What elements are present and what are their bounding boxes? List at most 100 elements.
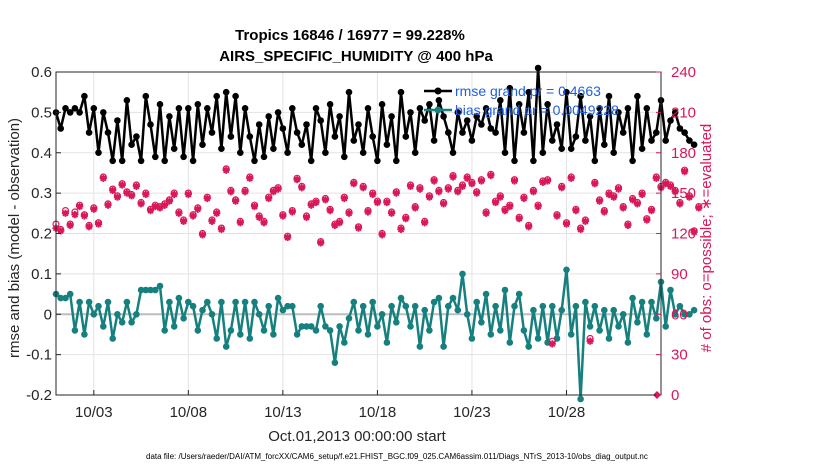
point-obs-evaluated-95 bbox=[501, 207, 509, 215]
point-bias-30 bbox=[194, 327, 202, 334]
point-rmse-68 bbox=[374, 157, 381, 165]
point-obs-evaluated-27 bbox=[180, 217, 188, 225]
point-rmse-61 bbox=[341, 153, 348, 161]
point-bias-27 bbox=[180, 315, 187, 322]
point-obs-evaluated-8 bbox=[90, 205, 98, 213]
point-bias-63 bbox=[350, 298, 358, 306]
point-obs-evaluated-5 bbox=[76, 202, 84, 211]
point-obs-evaluated-20 bbox=[146, 207, 155, 215]
y-tick-label-right-8: 240 bbox=[671, 64, 696, 81]
chart-title: Tropics 16846 / 16977 = 99.228% bbox=[235, 27, 465, 44]
point-bias-118 bbox=[610, 306, 617, 314]
point-rmse-80 bbox=[430, 137, 438, 144]
point-rmse-55 bbox=[312, 105, 320, 112]
point-rmse-17 bbox=[133, 133, 140, 140]
y-tick-label-left-7: 0.5 bbox=[31, 104, 52, 121]
point-bias-8 bbox=[90, 311, 98, 318]
point-obs-evaluated-68 bbox=[373, 198, 382, 207]
point-obs-evaluated-39 bbox=[236, 219, 244, 227]
point-rmse-33 bbox=[208, 129, 216, 136]
point-rmse-82 bbox=[440, 113, 447, 120]
point-rmse-108 bbox=[563, 88, 570, 96]
point-obs-evaluated-31 bbox=[198, 231, 207, 239]
point-bias-12 bbox=[109, 335, 116, 342]
point-obs-evaluated-93 bbox=[491, 198, 500, 207]
point-rmse-76 bbox=[411, 149, 419, 156]
point-bias-11 bbox=[104, 298, 112, 306]
point-bias-43 bbox=[255, 311, 263, 318]
point-bias-74 bbox=[402, 302, 410, 310]
point-rmse-15 bbox=[123, 97, 131, 104]
point-obs-evaluated-123 bbox=[633, 200, 641, 208]
point-bias-81 bbox=[435, 294, 443, 302]
y-tick-label-right-1: 30 bbox=[671, 347, 688, 364]
point-rmse-47 bbox=[274, 109, 282, 116]
point-bias-41 bbox=[246, 335, 254, 342]
point-rmse-134 bbox=[686, 137, 693, 144]
point-rmse-25 bbox=[170, 145, 178, 152]
point-obs-evaluated-1 bbox=[57, 227, 65, 235]
point-bias-122 bbox=[629, 294, 636, 302]
point-obs-evaluated-26 bbox=[175, 209, 183, 217]
point-bias-47 bbox=[274, 294, 282, 302]
point-obs-evaluated-23 bbox=[161, 201, 169, 209]
point-rmse-32 bbox=[204, 105, 211, 112]
point-bias-131 bbox=[671, 311, 679, 318]
point-rmse-57 bbox=[322, 149, 329, 156]
point-obs-evaluated-65 bbox=[359, 184, 367, 192]
point-bias-25 bbox=[170, 323, 178, 330]
point-obs-evaluated-119 bbox=[614, 185, 623, 193]
point-obs-evaluated-72 bbox=[392, 189, 400, 197]
point-obs-evaluated-118 bbox=[610, 193, 618, 201]
point-bias-48 bbox=[279, 306, 287, 314]
point-bias-112 bbox=[582, 298, 589, 306]
point-bias-111 bbox=[577, 395, 584, 403]
point-obs-evaluated-33 bbox=[208, 217, 216, 225]
legend-bias-marker bbox=[434, 106, 442, 114]
point-rmse-13 bbox=[114, 117, 121, 124]
point-bias-49 bbox=[284, 302, 291, 310]
point-bias-102 bbox=[534, 335, 542, 342]
point-rmse-88 bbox=[468, 137, 476, 144]
point-bias-93 bbox=[492, 302, 499, 310]
point-bias-59 bbox=[331, 359, 339, 367]
legend-rmse-marker bbox=[434, 87, 442, 95]
point-bias-92 bbox=[487, 331, 495, 338]
point-obs-evaluated-25 bbox=[170, 190, 178, 199]
point-rmse-112 bbox=[582, 137, 589, 144]
point-bias-116 bbox=[601, 306, 608, 314]
point-obs-evaluated-86 bbox=[458, 182, 467, 190]
point-obs-evaluated-116 bbox=[600, 208, 608, 216]
point-rmse-96 bbox=[506, 84, 514, 92]
point-obs-evaluated-9 bbox=[94, 220, 103, 228]
y-tick-label-left-0: -0.2 bbox=[26, 387, 52, 404]
point-rmse-121 bbox=[624, 105, 632, 112]
point-obs-evaluated-91 bbox=[482, 209, 490, 217]
point-rmse-75 bbox=[407, 109, 414, 116]
point-obs-evaluated-73 bbox=[397, 225, 405, 234]
series-line-rmse bbox=[54, 66, 695, 163]
point-rmse-27 bbox=[180, 153, 187, 161]
point-rmse-49 bbox=[284, 149, 291, 156]
point-obs-evaluated-41 bbox=[246, 174, 254, 182]
point-obs-evaluated-100 bbox=[525, 223, 533, 231]
point-rmse-56 bbox=[317, 117, 325, 124]
point-rmse-43 bbox=[255, 121, 263, 128]
point-bias-50 bbox=[289, 302, 296, 310]
x-tick-label-5: 10/28 bbox=[548, 404, 586, 421]
point-rmse-5 bbox=[76, 109, 83, 116]
point-obs-evaluated-89 bbox=[473, 189, 481, 197]
point-rmse-113 bbox=[586, 113, 594, 120]
point-bias-58 bbox=[326, 327, 334, 334]
point-rmse-11 bbox=[104, 129, 112, 136]
point-rmse-74 bbox=[402, 133, 410, 140]
point-bias-72 bbox=[393, 319, 400, 326]
point-obs-evaluated-22 bbox=[156, 204, 164, 212]
x-tick-label-4: 10/23 bbox=[453, 404, 491, 421]
point-obs-evaluated-82 bbox=[439, 200, 448, 208]
point-obs-evaluated-21 bbox=[151, 202, 159, 211]
point-obs-evaluated-3 bbox=[66, 221, 74, 230]
point-bias-88 bbox=[468, 335, 476, 342]
y-tick-label-left-1: -0.1 bbox=[26, 347, 52, 364]
y-tick-label-left-4: 0.2 bbox=[31, 226, 52, 243]
